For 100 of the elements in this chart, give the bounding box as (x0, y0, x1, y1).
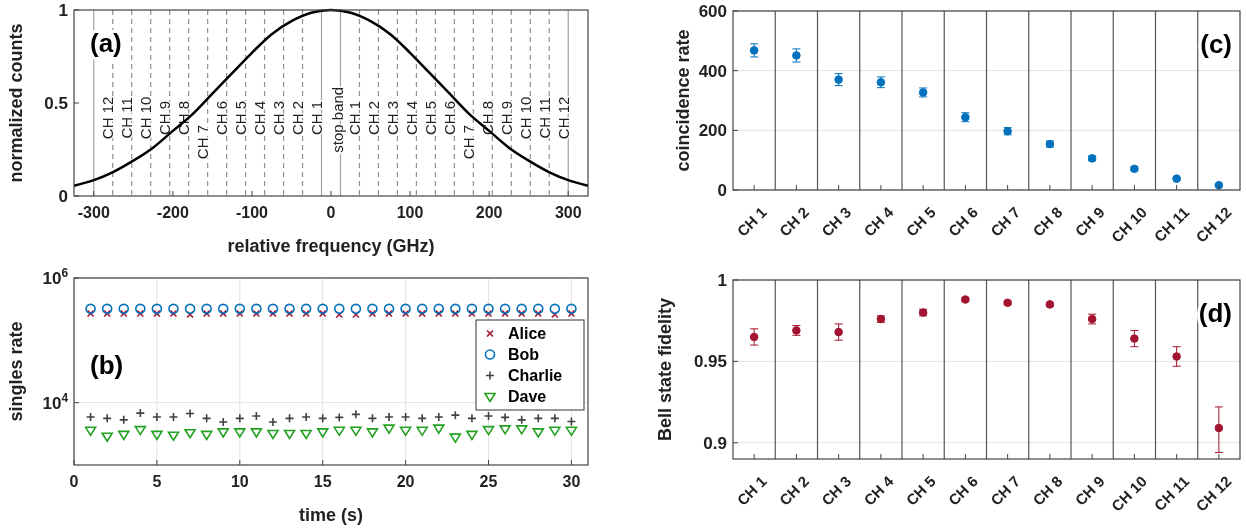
legend-label: Dave (508, 388, 547, 406)
point (85, 303, 96, 315)
annotation: CH 4 (402, 100, 420, 135)
x-tick-label: 20 (396, 473, 415, 490)
annotation: CH 9 (156, 100, 174, 135)
point (250, 428, 263, 438)
y-tick-label: 1 (58, 0, 68, 20)
point (135, 303, 146, 315)
point (433, 412, 444, 422)
annotation: CH 4 (251, 100, 269, 135)
annotation: stop band (328, 86, 346, 153)
point (516, 303, 527, 315)
y-tick-label: 0 (717, 180, 727, 200)
point (549, 426, 561, 437)
y-tick-label: 600 (698, 1, 727, 21)
point (134, 425, 147, 436)
point (200, 430, 213, 441)
point (267, 303, 279, 315)
point (483, 303, 494, 315)
x-tick-label: 100 (396, 204, 424, 221)
x-tick-label: CH 2 (775, 203, 812, 240)
annotation: CH 6 (440, 100, 458, 135)
point (499, 425, 511, 435)
legend-label: Alice (508, 325, 547, 343)
annotation: CH 10 (137, 96, 155, 140)
point (450, 303, 461, 315)
x-tick-label: CH 4 (860, 203, 897, 240)
x-tick-label: CH 2 (775, 472, 812, 509)
x-tick-label: 10 (230, 473, 249, 490)
annotation: CH 9 (497, 100, 515, 135)
point (532, 303, 544, 315)
point (566, 303, 577, 315)
point (350, 426, 362, 437)
annotation: CH 7 (194, 124, 212, 160)
point (84, 426, 97, 437)
point (167, 431, 180, 442)
annotation: CH 6 (213, 100, 231, 135)
x-tick-label: CH 8 (1029, 203, 1066, 240)
point (1214, 423, 1224, 433)
x-tick-label: CH 11 (1150, 472, 1193, 515)
point (267, 429, 279, 440)
point (350, 303, 362, 315)
legend-label: Bob (508, 346, 540, 364)
point (449, 433, 462, 443)
x-tick-label: CH 4 (860, 472, 897, 509)
x-tick-label: CH 5 (902, 203, 939, 240)
point (300, 429, 312, 440)
annotation: CH 1 (308, 100, 326, 135)
y-tick-label: 0 (58, 186, 68, 206)
point (151, 430, 163, 441)
annotation: CH 5 (421, 100, 439, 135)
point (317, 303, 329, 315)
annotation: (a) (90, 28, 122, 58)
y-tick-label: 400 (698, 61, 727, 81)
x-tick-label: CH 10 (1107, 472, 1150, 515)
x-tick-label: 5 (152, 473, 162, 490)
y-tick-label: 10$^{4}$ (42, 390, 69, 413)
point (168, 303, 179, 315)
x-tick-label: -200 (156, 204, 189, 221)
annotation: CH 11 (535, 97, 553, 139)
annotation: CH 7 (459, 124, 477, 160)
point (184, 428, 196, 439)
legend-label: Charlie (508, 367, 563, 385)
x-tick-label: CH 3 (817, 203, 855, 240)
point (749, 332, 759, 342)
x-tick-label: CH 11 (1150, 203, 1193, 246)
point (1130, 334, 1139, 343)
line-series (72, 8, 590, 188)
x-tick-label: 200 (475, 204, 503, 221)
annotation: CH 11 (118, 97, 136, 139)
point (549, 303, 561, 315)
point (432, 424, 445, 434)
point (367, 303, 378, 315)
x-tick-label: CH 9 (1071, 472, 1108, 509)
point (416, 426, 428, 437)
x-tick-label: CH 1 (733, 472, 770, 509)
point (532, 428, 545, 438)
point (1172, 352, 1181, 361)
point (101, 432, 113, 442)
point (565, 426, 578, 437)
point (118, 415, 129, 425)
point (234, 303, 246, 315)
point (217, 303, 229, 315)
y-tick-label: 0.5 (44, 93, 68, 113)
point (152, 412, 162, 422)
point (316, 428, 329, 438)
x-tick-label: CH 7 (986, 472, 1024, 509)
annotation: CH 1 (345, 100, 363, 135)
y-axis-title: singles rate (6, 321, 26, 422)
y-axis-title: Bell state fidelity (655, 297, 675, 442)
y-tick-label: 10$^{6}$ (42, 265, 69, 288)
point (466, 430, 478, 441)
point (333, 426, 346, 437)
x-axis-title: relative frequency (GHz) (227, 236, 435, 256)
annotation: CH 2 (364, 100, 382, 135)
annotation: CH 2 (289, 100, 307, 135)
annotation: (c) (1200, 29, 1232, 59)
x-tick-label: CH 7 (986, 203, 1024, 240)
point (234, 428, 246, 438)
x-tick-label: 25 (479, 473, 498, 490)
